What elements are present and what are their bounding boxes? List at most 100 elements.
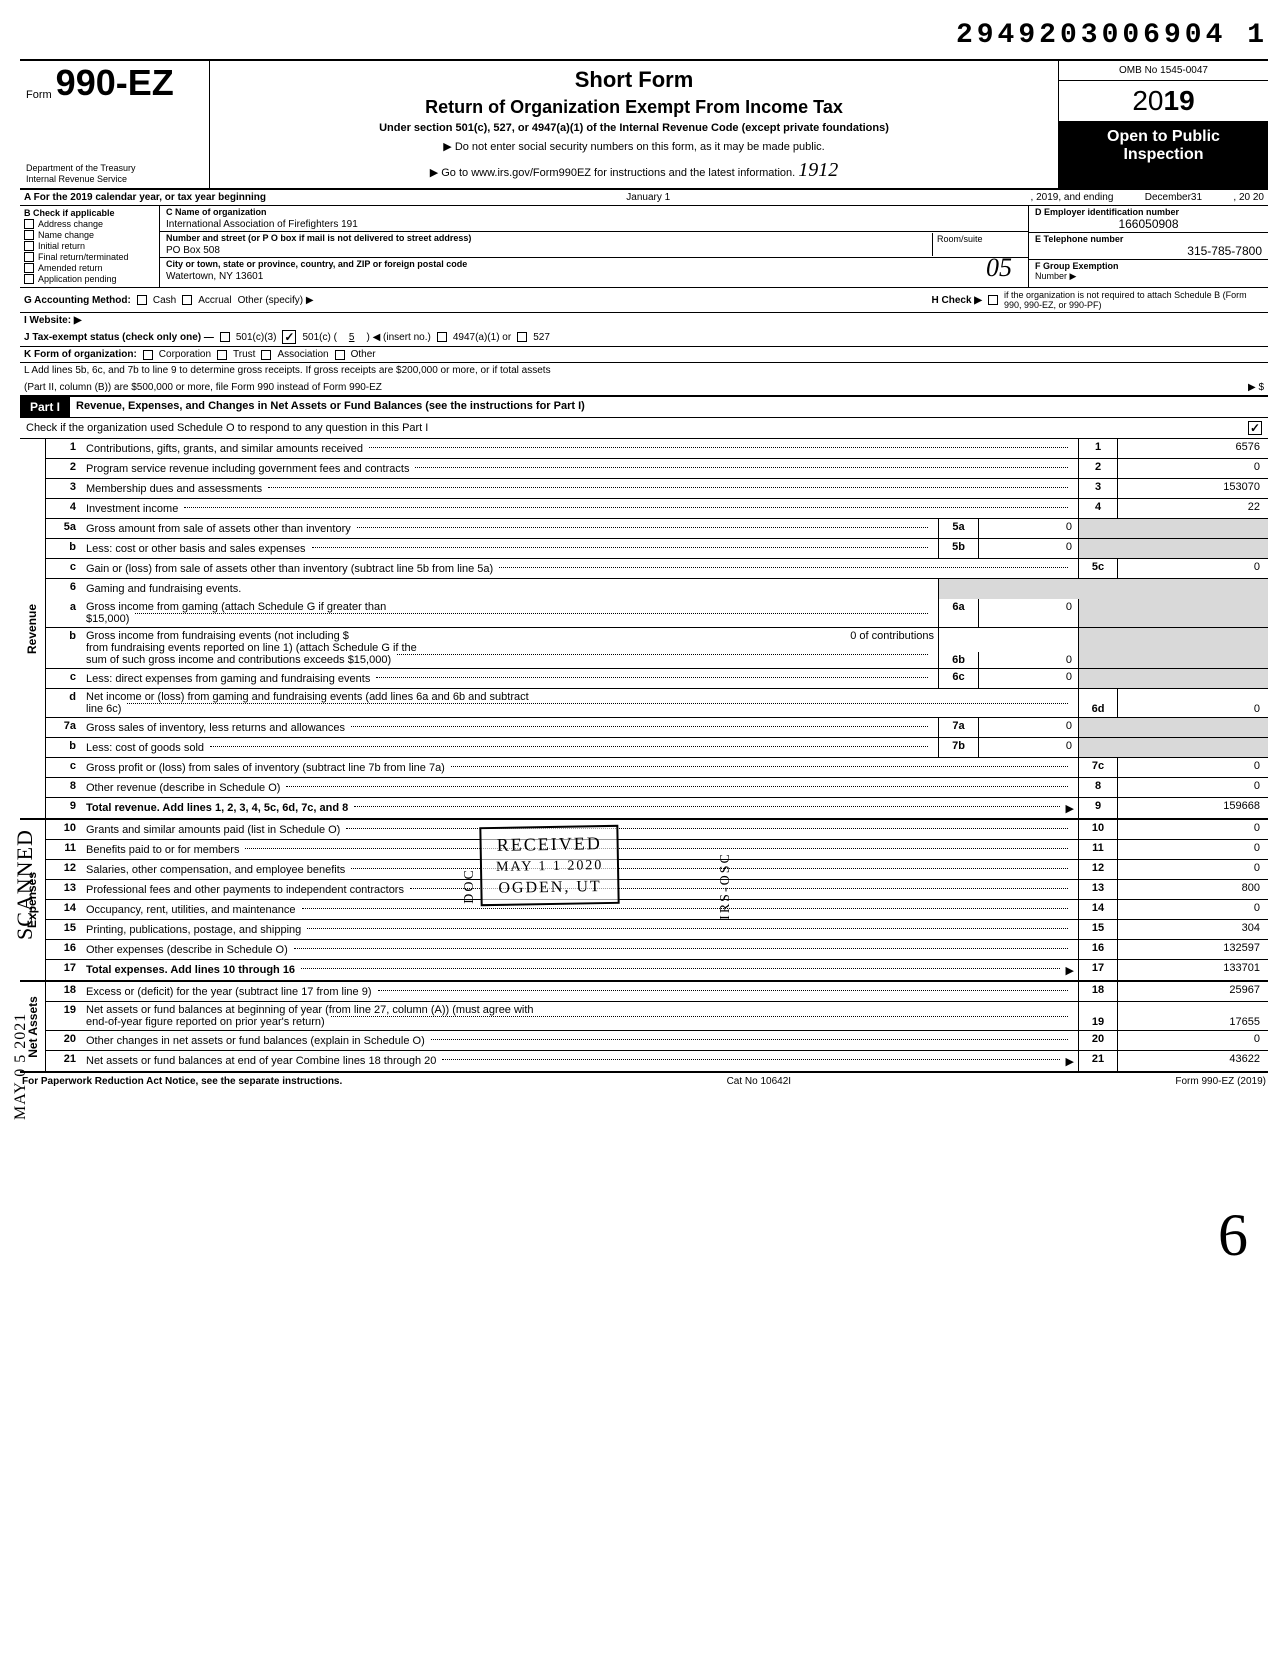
line-6d: d Net income or (loss) from gaming and f… <box>46 689 1268 718</box>
part-i-label: Part I <box>20 397 70 417</box>
line-1-value: 6576 <box>1118 439 1268 458</box>
net-assets-section: Net Assets 18 Excess or (deficit) for th… <box>20 982 1268 1073</box>
line-18-value: 25967 <box>1118 982 1268 1001</box>
dept-lines: Department of the Treasury Internal Reve… <box>26 163 203 184</box>
line-6a: a Gross income from gaming (attach Sched… <box>46 599 1268 628</box>
line-5c-value: 0 <box>1118 559 1268 578</box>
line-16-value: 132597 <box>1118 940 1268 959</box>
label-group-number: Number ▶ <box>1035 271 1262 282</box>
check-address-change[interactable]: Address change <box>24 219 155 229</box>
line-21-value: 43622 <box>1118 1051 1268 1071</box>
tax-year: 2019 <box>1059 81 1268 122</box>
check-501c-checked[interactable]: ✓ <box>282 330 296 344</box>
check-sched-b[interactable] <box>988 295 998 305</box>
line-6c: c Less: direct expenses from gaming and … <box>46 669 1268 689</box>
section-c: C Name of organization International Ass… <box>160 206 1028 287</box>
check-other-org[interactable] <box>335 350 345 360</box>
line-20-value: 0 <box>1118 1031 1268 1050</box>
line-6: 6 Gaming and fundraising events. <box>46 579 1268 599</box>
line-2-value: 0 <box>1118 459 1268 478</box>
check-accrual[interactable] <box>182 295 192 305</box>
form-label: Form 990-EZ <box>26 65 203 101</box>
label-city: City or town, state or province, country… <box>166 259 1022 269</box>
title-short-form: Short Form <box>216 67 1052 93</box>
line-h-text: if the organization is not required to a… <box>1004 290 1264 310</box>
check-application-pending[interactable]: Application pending <box>24 274 155 284</box>
line-16: 16 Other expenses (describe in Schedule … <box>46 940 1268 960</box>
line-2: 2 Program service revenue including gove… <box>46 459 1268 479</box>
line-8: 8 Other revenue (describe in Schedule O)… <box>46 778 1268 798</box>
omb-number: OMB No 1545-0047 <box>1059 61 1268 81</box>
insert-no: 5 <box>343 332 361 343</box>
check-name-change[interactable]: Name change <box>24 230 155 240</box>
dept-irs: Internal Revenue Service <box>26 174 203 184</box>
line-19: 19 Net assets or fund balances at beginn… <box>46 1002 1268 1031</box>
label-ein: D Employer identification number <box>1035 207 1262 217</box>
form-id-footer: Form 990-EZ (2019) <box>1175 1076 1266 1087</box>
line-13: 13 Professional fees and other payments … <box>46 880 1268 900</box>
check-initial-return[interactable]: Initial return <box>24 241 155 251</box>
line-10: 10 Grants and similar amounts paid (list… <box>46 820 1268 840</box>
check-association[interactable] <box>261 350 271 360</box>
received-location: OGDEN, UT <box>496 878 604 898</box>
line-h-label: H Check ▶ <box>932 295 982 306</box>
received-date: MAY 1 1 2020 <box>496 858 604 876</box>
line-6a-value: 0 <box>979 599 1078 627</box>
open-to-public: Open to Public Inspection <box>1059 122 1268 188</box>
line-7a-value: 0 <box>979 718 1078 737</box>
line-17-value: 133701 <box>1118 960 1268 980</box>
revenue-section: Revenue 1 Contributions, gifts, grants, … <box>20 439 1268 820</box>
line-5b-value: 0 <box>979 539 1078 558</box>
check-corp[interactable] <box>143 350 153 360</box>
goto-link: ▶ Go to www.irs.gov/Form990EZ for instru… <box>216 159 1052 182</box>
form-word: Form <box>26 89 52 101</box>
check-501c3[interactable] <box>220 332 230 342</box>
line-1: 1 Contributions, gifts, grants, and simi… <box>46 439 1268 459</box>
check-4947[interactable] <box>437 332 447 342</box>
line-7a: 7a Gross sales of inventory, less return… <box>46 718 1268 738</box>
under-section: Under section 501(c), 527, or 4947(a)(1)… <box>216 122 1052 134</box>
check-cash[interactable] <box>137 295 147 305</box>
paperwork-notice: For Paperwork Reduction Act Notice, see … <box>22 1076 342 1087</box>
line-14-value: 0 <box>1118 900 1268 919</box>
org-name: International Association of Firefighter… <box>166 217 1022 230</box>
check-final-return[interactable]: Final return/terminated <box>24 252 155 262</box>
schedule-o-checkbox[interactable]: ✓ <box>1248 421 1262 435</box>
line-10-value: 0 <box>1118 820 1268 839</box>
line-5b: b Less: cost or other basis and sales ex… <box>46 539 1268 559</box>
line-5a-value: 0 <box>979 519 1078 538</box>
handwritten-1912: 1912 <box>798 159 838 181</box>
check-trust[interactable] <box>217 350 227 360</box>
irs-osc-stamp: IRS-OSC <box>718 852 734 920</box>
line-7b: b Less: cost of goods sold 7b0 <box>46 738 1268 758</box>
line-18: 18 Excess or (deficit) for the year (sub… <box>46 982 1268 1002</box>
scan-date-stamp: MAY 0 5 2021 <box>12 1013 30 1120</box>
schedule-o-check-row: Check if the organization used Schedule … <box>20 418 1268 439</box>
dept-treasury: Department of the Treasury <box>26 163 203 173</box>
line-8-value: 0 <box>1118 778 1268 797</box>
section-def: D Employer identification number 1660509… <box>1028 206 1268 287</box>
form-number: 990-EZ <box>56 65 174 101</box>
form-page: 2949203006904 1 Form 990-EZ Department o… <box>20 20 1268 1090</box>
ein-value: 166050908 <box>1035 217 1262 231</box>
label-group-exemption: F Group Exemption <box>1035 261 1262 271</box>
line-15-value: 304 <box>1118 920 1268 939</box>
revenue-side-label: Revenue <box>20 439 46 818</box>
header-left: Form 990-EZ Department of the Treasury I… <box>20 61 210 188</box>
line-12-value: 0 <box>1118 860 1268 879</box>
line-12: 12 Salaries, other compensation, and emp… <box>46 860 1268 880</box>
check-amended-return[interactable]: Amended return <box>24 263 155 273</box>
line-4-value: 22 <box>1118 499 1268 518</box>
line-6b-value: 0 <box>979 652 1078 668</box>
line-7c: c Gross profit or (loss) from sales of i… <box>46 758 1268 778</box>
section-b-header: B Check if applicable <box>24 208 155 218</box>
section-b-checkboxes: B Check if applicable Address change Nam… <box>20 206 160 287</box>
org-street: PO Box 508 <box>166 243 932 256</box>
line-3: 3 Membership dues and assessments 3 1530… <box>46 479 1268 499</box>
label-street: Number and street (or P O box if mail is… <box>166 233 932 243</box>
handwritten-05: 05 <box>986 253 1012 283</box>
expenses-section: Expenses 10 Grants and similar amounts p… <box>20 820 1268 982</box>
line-k-org-form: K Form of organization: Corporation Trus… <box>20 347 1268 363</box>
check-527[interactable] <box>517 332 527 342</box>
handwritten-6: 6 <box>1218 1201 1248 1270</box>
